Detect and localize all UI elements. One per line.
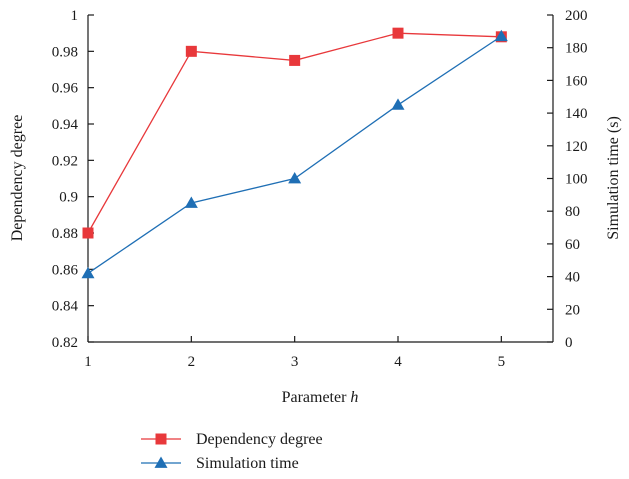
y-right-tick-label: 60	[565, 237, 580, 253]
simulation-time-point	[184, 196, 198, 208]
legend-dependency-degree-marker	[155, 433, 167, 445]
legend-simulation-time-label: Simulation time	[196, 455, 299, 472]
dependency-degree-point	[392, 27, 404, 39]
y-right-tick-label: 120	[565, 139, 588, 155]
simulation-time-point	[391, 98, 405, 110]
y-left-tick-label: 0.84	[52, 299, 79, 315]
y-right-tick-label: 20	[565, 302, 580, 318]
y-left-tick-label: 0.94	[52, 117, 79, 133]
y-right-tick-label: 200	[565, 8, 588, 24]
y-axis-right-title: Simulation time (s)	[605, 116, 622, 240]
x-tick-label: 3	[291, 354, 299, 370]
y-left-tick-label: 0.98	[52, 44, 78, 60]
legend-simulation-time-marker	[154, 456, 168, 468]
y-right-tick-label: 180	[565, 41, 588, 57]
y-right-tick-label: 40	[565, 270, 580, 286]
y-left-tick-label: 0.96	[52, 81, 79, 97]
y-left-tick-label: 0.86	[52, 262, 79, 278]
simulation-time-point	[288, 172, 302, 184]
y-right-tick-label: 160	[565, 73, 588, 89]
legend: Dependency degree Simulation time	[141, 431, 323, 472]
x-tick-label: 4	[394, 354, 402, 370]
dependency-degree-point	[82, 227, 94, 239]
simulation-time-point	[494, 29, 508, 42]
y-left-tick-label: 0.92	[52, 153, 78, 169]
y-left-tick-label: 0.9	[59, 190, 78, 206]
y-right-tick-label: 100	[565, 172, 588, 188]
y-left-tick-label: 0.88	[52, 226, 78, 242]
legend-dependency-degree-label: Dependency degree	[196, 431, 323, 448]
x-axis-title: Parameter h	[282, 389, 359, 406]
simulation-time-line	[87, 35, 502, 274]
y-left-tick-label: 0.82	[52, 335, 78, 351]
series-layer	[81, 27, 508, 279]
dependency-degree-point	[289, 54, 301, 66]
axes: 1 2 3 4 5 0.82 0.84 0.86 0.88 0.9 0.92 0.94 0.96 0.98…	[52, 8, 588, 370]
x-tick-label: 1	[84, 354, 92, 370]
y-axis-left-title: Dependency degree	[9, 115, 26, 242]
y-left-tick-label: 1	[71, 8, 79, 24]
y-right-tick-label: 140	[565, 106, 588, 122]
x-tick-label: 5	[498, 354, 506, 370]
y-right-tick-label: 0	[565, 335, 573, 351]
x-tick-label: 2	[188, 354, 196, 370]
dependency-degree-point	[185, 45, 197, 57]
simulation-time-point	[81, 266, 95, 279]
y-right-tick-label: 80	[565, 204, 580, 220]
